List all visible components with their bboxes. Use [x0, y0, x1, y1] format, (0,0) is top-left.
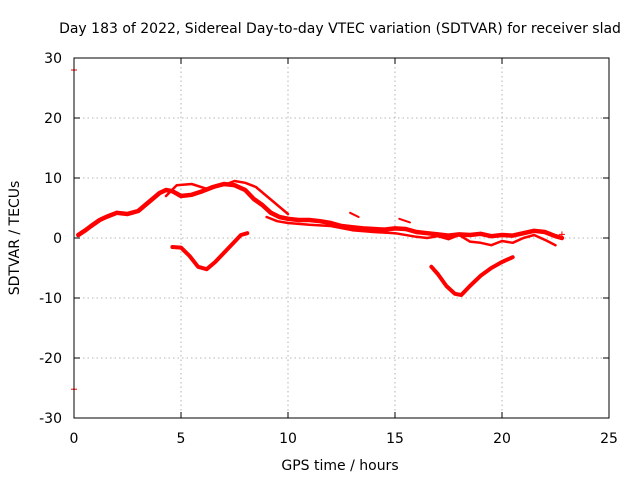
series-main-arc [76, 181, 565, 241]
series-lower-band [265, 215, 557, 247]
y-tick-label: 10 [44, 171, 62, 187]
data-series [71, 67, 565, 393]
y-tick-label: 30 [44, 51, 62, 67]
y-axis-label: SDTVAR / TECUs [7, 181, 23, 296]
y-tick-label: -20 [39, 351, 62, 367]
isolated-point [558, 231, 565, 238]
y-tick-label: 20 [44, 111, 62, 127]
chart-title: Day 183 of 2022, Sidereal Day-to-day VTE… [59, 21, 621, 37]
y-tick-label: -30 [39, 411, 62, 427]
axis-ticks [73, 57, 610, 419]
series-upper-band [164, 179, 290, 216]
grid [74, 58, 609, 418]
series-spikes [398, 217, 411, 224]
series-spikes [349, 211, 360, 218]
x-tick-label: 10 [279, 431, 297, 447]
x-tick-label: 15 [386, 431, 404, 447]
x-tick-label: 0 [70, 431, 79, 447]
x-axis-label: GPS time / hours [281, 458, 398, 474]
y-tick-label: -10 [39, 291, 62, 307]
y-tick-label: 0 [53, 231, 62, 247]
x-tick-label: 5 [177, 431, 186, 447]
series-dip-1 [170, 231, 250, 272]
axis-tick-labels: 0 5 10 15 20 25 -30 -20 -10 0 10 20 30 [39, 51, 618, 447]
x-tick-label: 25 [600, 431, 618, 447]
series-dip-2 [429, 255, 515, 297]
x-tick-label: 20 [493, 431, 511, 447]
